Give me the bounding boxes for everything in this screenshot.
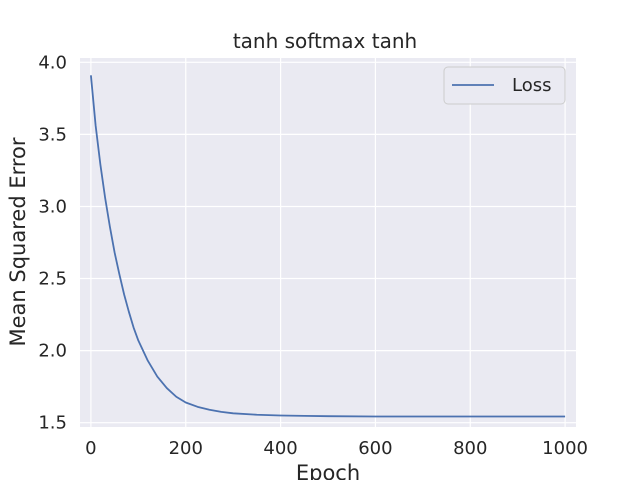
y-tick-label: 1.5 — [38, 413, 67, 434]
tick-labels: 0 200 400 600 800 1000 1.5 2.0 2.5 3.0 3.5 4.0 — [38, 52, 588, 459]
y-tick-label: 3.5 — [38, 124, 67, 145]
x-tick-label: 600 — [358, 438, 392, 459]
chart-title: tanh softmax tanh — [233, 29, 417, 53]
x-tick-label: 0 — [85, 438, 96, 459]
grid — [80, 58, 576, 427]
x-axis-label: Epoch — [296, 461, 360, 480]
y-tick-label: 2.5 — [38, 269, 67, 290]
y-tick-label: 3.0 — [38, 196, 67, 217]
y-tick-label: 2.0 — [38, 341, 67, 362]
x-tick-label: 400 — [263, 438, 297, 459]
plot-area — [80, 58, 576, 427]
series-line-loss — [90, 75, 566, 418]
y-axis-label: Mean Squared Error — [6, 137, 30, 346]
legend-label-loss: Loss — [512, 75, 551, 96]
series-layer — [90, 75, 566, 418]
legend: Loss — [443, 66, 566, 105]
x-tick-label: 200 — [169, 438, 203, 459]
x-tick-label: 800 — [453, 438, 487, 459]
x-tick-label: 1000 — [542, 438, 588, 459]
legend-box — [443, 66, 566, 105]
y-tick-label: 4.0 — [38, 52, 67, 73]
